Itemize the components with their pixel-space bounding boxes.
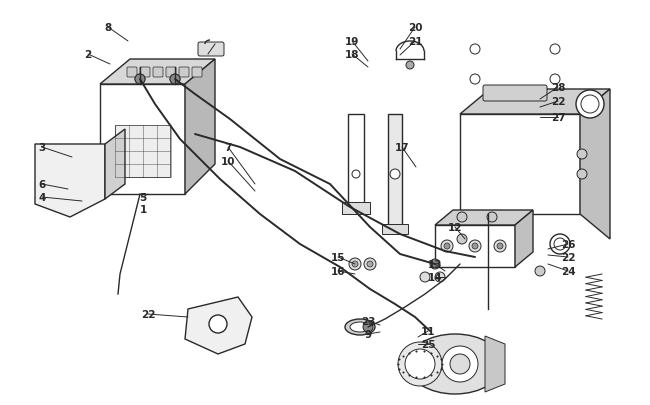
Circle shape <box>364 258 376 270</box>
FancyBboxPatch shape <box>483 86 547 102</box>
Circle shape <box>550 75 560 85</box>
Text: 14: 14 <box>428 272 442 282</box>
Text: 28: 28 <box>551 83 566 93</box>
Circle shape <box>470 75 480 85</box>
Polygon shape <box>185 297 252 354</box>
Circle shape <box>487 213 497 222</box>
Circle shape <box>550 234 570 254</box>
Circle shape <box>170 75 180 85</box>
FancyBboxPatch shape <box>342 202 370 215</box>
FancyBboxPatch shape <box>115 126 170 177</box>
Circle shape <box>535 266 545 276</box>
Text: 21: 21 <box>408 37 422 47</box>
Circle shape <box>170 75 180 85</box>
FancyBboxPatch shape <box>388 115 402 230</box>
Text: 9: 9 <box>365 329 372 339</box>
Ellipse shape <box>408 334 502 394</box>
Text: 12: 12 <box>448 222 462 232</box>
Text: 26: 26 <box>561 239 575 249</box>
Circle shape <box>430 259 440 269</box>
FancyBboxPatch shape <box>140 68 150 78</box>
FancyBboxPatch shape <box>198 43 224 57</box>
Text: 11: 11 <box>421 326 436 336</box>
Circle shape <box>444 243 450 249</box>
Ellipse shape <box>345 319 375 335</box>
Text: 22: 22 <box>141 309 155 319</box>
Circle shape <box>435 272 445 282</box>
Polygon shape <box>460 90 610 115</box>
Text: 3: 3 <box>38 143 46 153</box>
Text: 23: 23 <box>361 316 375 326</box>
Text: 24: 24 <box>561 266 575 276</box>
Circle shape <box>135 75 145 85</box>
Circle shape <box>494 241 506 252</box>
Polygon shape <box>460 115 580 215</box>
FancyBboxPatch shape <box>153 68 163 78</box>
Circle shape <box>581 96 599 114</box>
Circle shape <box>363 322 373 332</box>
Circle shape <box>406 62 414 70</box>
Text: 5: 5 <box>139 192 147 202</box>
Circle shape <box>135 75 145 85</box>
FancyBboxPatch shape <box>127 68 137 78</box>
FancyBboxPatch shape <box>348 115 364 209</box>
Text: 10: 10 <box>221 157 235 166</box>
FancyBboxPatch shape <box>382 224 408 234</box>
Text: 8: 8 <box>105 23 112 33</box>
Circle shape <box>469 241 481 252</box>
Text: 16: 16 <box>331 266 345 276</box>
Circle shape <box>420 272 430 282</box>
Text: 18: 18 <box>344 50 359 60</box>
Polygon shape <box>485 336 505 392</box>
Polygon shape <box>580 90 610 239</box>
Circle shape <box>405 349 435 379</box>
Circle shape <box>470 45 480 55</box>
Polygon shape <box>100 85 185 194</box>
Text: 22: 22 <box>551 97 566 107</box>
Polygon shape <box>100 60 215 85</box>
Circle shape <box>398 342 442 386</box>
Text: 19: 19 <box>344 37 359 47</box>
Text: 17: 17 <box>395 143 410 153</box>
FancyBboxPatch shape <box>192 68 202 78</box>
Circle shape <box>472 243 478 249</box>
Circle shape <box>497 243 503 249</box>
Circle shape <box>457 234 467 244</box>
Text: 25: 25 <box>421 339 436 349</box>
Circle shape <box>577 170 587 179</box>
Text: 2: 2 <box>84 50 92 60</box>
Text: 20: 20 <box>408 23 422 33</box>
Text: 22: 22 <box>561 252 575 262</box>
Text: 7: 7 <box>224 143 231 153</box>
Circle shape <box>349 258 361 270</box>
Circle shape <box>450 354 470 374</box>
Polygon shape <box>435 211 533 226</box>
Circle shape <box>550 45 560 55</box>
Text: 6: 6 <box>38 179 46 190</box>
Circle shape <box>209 315 227 333</box>
Text: 13: 13 <box>428 259 442 269</box>
Circle shape <box>367 261 373 267</box>
Text: 15: 15 <box>331 252 345 262</box>
Circle shape <box>442 346 478 382</box>
Text: 27: 27 <box>551 113 566 123</box>
FancyBboxPatch shape <box>179 68 189 78</box>
Circle shape <box>441 241 453 252</box>
Circle shape <box>390 170 400 179</box>
Polygon shape <box>435 226 515 267</box>
Circle shape <box>352 261 358 267</box>
Circle shape <box>576 91 604 119</box>
Polygon shape <box>515 211 533 267</box>
Circle shape <box>554 239 566 250</box>
Polygon shape <box>105 130 125 200</box>
Polygon shape <box>185 60 215 194</box>
Circle shape <box>352 171 360 179</box>
Text: 4: 4 <box>38 192 46 202</box>
FancyBboxPatch shape <box>166 68 176 78</box>
Ellipse shape <box>350 322 370 332</box>
Text: 1: 1 <box>139 205 147 215</box>
Circle shape <box>577 149 587 160</box>
Circle shape <box>457 213 467 222</box>
Polygon shape <box>35 145 105 217</box>
